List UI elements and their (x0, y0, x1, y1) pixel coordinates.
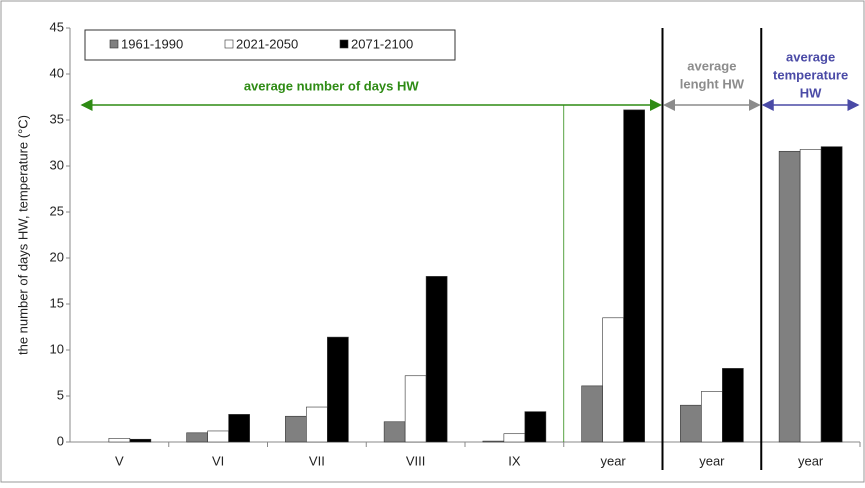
bar (306, 406, 328, 443)
annotation-text: average number of days HW (244, 78, 420, 93)
legend-swatch (109, 39, 119, 49)
y-tick-label: 40 (50, 65, 64, 80)
bar (186, 432, 208, 443)
x-tick-label: V (115, 453, 124, 468)
legend-swatch (339, 39, 349, 49)
annotation-text: temperature (773, 67, 848, 82)
y-tick-label: 15 (50, 295, 64, 310)
x-tick-label: VI (212, 453, 224, 468)
bar (228, 414, 250, 443)
bar (722, 368, 744, 443)
bar (701, 391, 723, 443)
y-axis-label: the number of days HW, temperature (°C) (15, 115, 30, 355)
bar (285, 415, 307, 443)
bar (108, 438, 131, 443)
y-tick-label: 5 (57, 387, 64, 402)
bar (623, 109, 645, 443)
y-tick-label: 45 (50, 19, 64, 34)
bar (680, 404, 702, 443)
y-tick-label: 35 (50, 111, 64, 126)
bar (524, 411, 547, 443)
y-tick-label: 10 (50, 341, 64, 356)
legend-label: 1961-1990 (121, 36, 183, 51)
bar (207, 430, 229, 443)
x-tick-label: VIII (406, 453, 426, 468)
bar (383, 421, 406, 443)
bar (820, 146, 843, 443)
y-tick-label: 20 (50, 249, 64, 264)
annotation-text: average (687, 58, 736, 73)
x-tick-label: IX (508, 453, 521, 468)
y-tick-label: 25 (50, 203, 64, 218)
x-tick-label: VII (309, 453, 325, 468)
bar (602, 317, 624, 443)
y-tick-label: 30 (50, 157, 64, 172)
legend-swatch (224, 39, 234, 49)
bar (778, 150, 801, 443)
bar (799, 149, 822, 443)
bar (404, 375, 427, 443)
bar (425, 276, 448, 443)
legend-label: 2021-2050 (236, 36, 298, 51)
bar (581, 385, 603, 443)
annotation-text: HW (800, 85, 822, 100)
x-tick-label: year (798, 453, 824, 468)
x-tick-label: year (699, 453, 725, 468)
bar (482, 440, 505, 443)
x-tick-label: year (600, 453, 626, 468)
annotation-text: lenght HW (680, 76, 745, 91)
annotation-text: average (786, 49, 835, 64)
legend-box (84, 29, 456, 61)
bar (327, 336, 349, 443)
y-tick-label: 0 (57, 433, 64, 448)
bar (503, 433, 526, 443)
legend-label: 2071-2100 (351, 36, 413, 51)
bar (129, 438, 152, 443)
